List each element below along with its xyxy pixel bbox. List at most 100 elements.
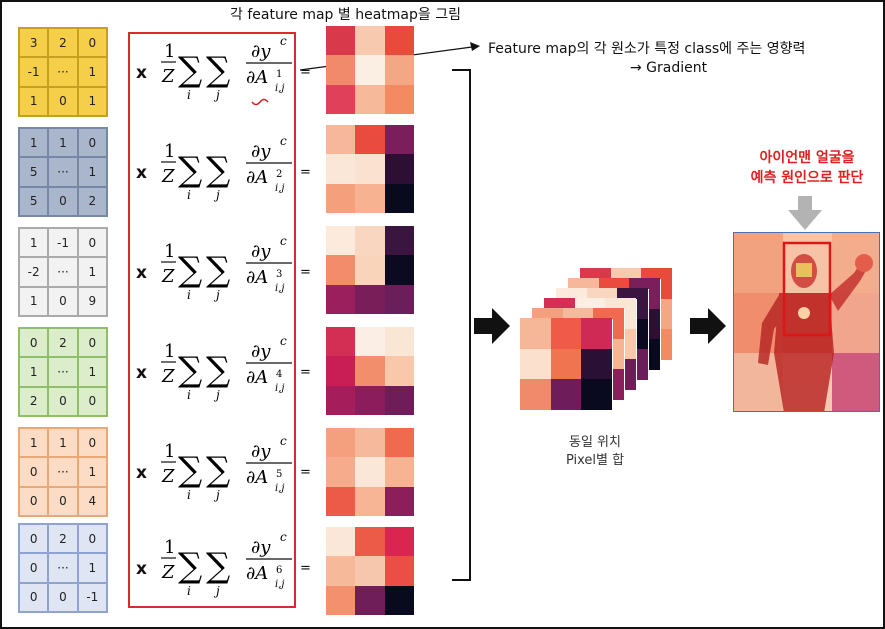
formula-class-sup: c [280, 434, 287, 448]
ironman-torso [774, 293, 834, 411]
heatmap-cell [326, 55, 356, 85]
heatmap-cell [326, 125, 356, 155]
heatmap-cell [355, 26, 385, 56]
feature-map-cell: ··· [48, 457, 78, 487]
heatmap-cell [355, 226, 385, 256]
feature-map-cell: 0 [77, 524, 107, 554]
formula-one: 1 [164, 41, 175, 62]
formula-sum-i: ∑ [178, 150, 202, 190]
formula-sum-j: ∑ [206, 350, 230, 390]
heatmap-cell [384, 284, 414, 314]
feature-map-cell: 5 [19, 186, 49, 216]
formula-denominator: ∂A [246, 467, 268, 488]
heatmap-cell [355, 154, 385, 184]
feature-map-cell: 0 [77, 386, 107, 416]
equals-sign: = [300, 465, 311, 480]
feature-map-cell: 1 [19, 357, 49, 387]
feature-map-cell: -1 [19, 57, 49, 87]
formula-k-sup: 2 [276, 169, 282, 180]
formula-class-sup: c [280, 34, 287, 48]
formula-denominator: ∂A [246, 267, 268, 288]
stacked-heatmap-cell [581, 318, 612, 349]
equals-sign: = [300, 561, 311, 576]
formula-k-sup: 6 [276, 565, 282, 576]
stacked-heatmap-cell [581, 379, 612, 410]
feature-map-cell: -1 [48, 228, 78, 258]
multiply-sign: x [136, 263, 147, 283]
ironman-faceplate [796, 263, 812, 277]
heatmap-cell [355, 255, 385, 285]
formula-sum-j: ∑ [206, 150, 230, 190]
formula-sum-i-index: i [187, 584, 191, 598]
formula-sum-i-index: i [187, 488, 191, 502]
heatmap-cell [355, 428, 385, 458]
formula-numerator: ∂y [251, 41, 271, 62]
feature-map-cell: 3 [19, 28, 49, 58]
formula-denominator: ∂A [246, 367, 268, 388]
heatmap-cell [384, 457, 414, 487]
heatmap-cell [355, 356, 385, 386]
heatmap-5 [326, 428, 414, 516]
gradient-formula-5: 1Z ∑i∑j∂y c∂A 5i,j [161, 434, 292, 502]
gray-down-arrow [788, 196, 822, 230]
heatmap-cell [355, 55, 385, 85]
formula-k-sup: 3 [276, 269, 282, 280]
formula-sum-j: ∑ [206, 50, 230, 90]
formula-sum-i-index: i [187, 88, 191, 102]
feature-map-cell: 1 [77, 553, 107, 583]
feature-map-cell: 9 [77, 286, 107, 316]
feature-map-cell: 2 [77, 186, 107, 216]
heatmap-cell [355, 385, 385, 415]
heatmap-cell [384, 55, 414, 85]
feature-map-cell: 1 [77, 457, 107, 487]
formula-z: Z [161, 266, 175, 287]
heatmap-cell [355, 84, 385, 114]
formula-numerator: ∂y [251, 341, 271, 362]
heatmap-3 [326, 226, 414, 314]
formula-z: Z [161, 166, 175, 187]
heatmap-cell [326, 183, 356, 213]
feature-map-cell: 2 [48, 524, 78, 554]
feature-map-cell: 1 [19, 128, 49, 158]
heatmap-cell [326, 327, 356, 357]
feature-map-3: 1 -1 0 -2 ··· 1 1 0 9 [18, 227, 108, 317]
multiply-sign: x [136, 63, 147, 83]
arrow-to-result [690, 308, 726, 344]
diagram-title: 각 feature map 별 heatmap을 그림 [230, 7, 461, 23]
feature-map-6: 0 2 0 0 ··· 1 0 0 -1 [18, 523, 108, 613]
formula-one: 1 [164, 241, 175, 262]
feature-map-cell: ··· [48, 553, 78, 583]
formula-sum-j-index: j [213, 188, 220, 202]
formula-one: 1 [164, 537, 175, 558]
feature-map-cell: 1 [48, 428, 78, 458]
formula-z: Z [161, 466, 175, 487]
formula-numerator: ∂y [251, 141, 271, 162]
formula-sum-j-index: j [213, 388, 220, 402]
formula-sum-j-index: j [213, 488, 220, 502]
formula-sum-i: ∑ [178, 450, 202, 490]
feature-map-cell: 1 [77, 57, 107, 87]
formula-k-sup: 4 [276, 369, 282, 380]
heatmap-cell [326, 84, 356, 114]
formula-class-sup: c [280, 530, 287, 544]
ironman-raised-arm [829, 261, 868, 311]
gradient-formula-3: 1Z ∑i∑j∂y c∂A 3i,j [161, 234, 292, 302]
heatmap-cell [326, 428, 356, 458]
formula-denominator: ∂A [246, 167, 268, 188]
ironman-left-arm [758, 295, 786, 365]
formula-z: Z [161, 66, 175, 87]
heatmap-cell [355, 486, 385, 516]
feature-map-cell: 0 [48, 386, 78, 416]
formula-sum-i: ∑ [178, 546, 202, 586]
heatmap-cell [355, 183, 385, 213]
formula-ij-sub: i,j [275, 483, 284, 494]
heatmap-cell [384, 556, 414, 586]
heatmap-1 [326, 26, 414, 114]
heatmap-cell [355, 284, 385, 314]
gradient-formula-1: 1Z ∑i∑j∂y c∂A 1i,j [161, 34, 292, 102]
feature-map-cell: 1 [19, 86, 49, 116]
formula-sum-j: ∑ [206, 250, 230, 290]
heatmap-6 [326, 527, 414, 615]
feature-map-cell: 1 [77, 157, 107, 187]
